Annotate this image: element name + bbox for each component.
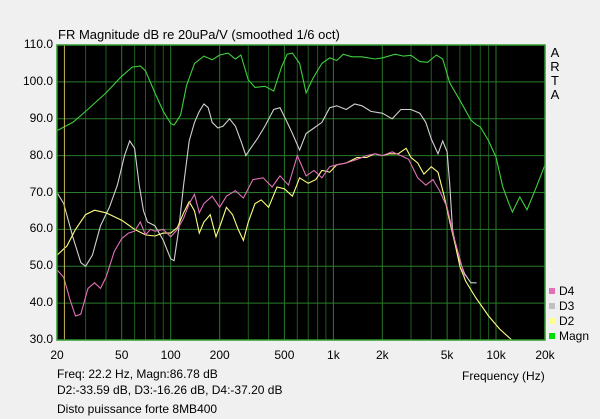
chart-title: FR Magnitude dB re 20uPa/V (smoothed 1/6… <box>58 27 340 42</box>
y-tick-label: 50.0 <box>29 258 53 273</box>
plot-frame <box>56 44 546 341</box>
cursor-readout-freq: Freq: 22.2 Hz, Magn:86.78 dB <box>57 367 218 381</box>
curves <box>56 52 546 341</box>
x-tick-label: 20 <box>50 348 64 362</box>
x-tick-label: 200 <box>209 348 230 362</box>
d3-swatch-icon <box>549 302 555 309</box>
measurement-caption: Disto puissance forte 8MB400 <box>57 402 218 416</box>
x-tick-label: 500 <box>274 348 295 362</box>
x-tick-label: 5k <box>440 348 454 362</box>
legend-item-magn[interactable]: Magn <box>549 328 589 343</box>
y-tick-label: 100.0 <box>22 73 53 88</box>
legend-item-d2[interactable]: D2 <box>549 313 589 328</box>
curve-d4 <box>56 151 466 317</box>
y-tick-label: 30.0 <box>29 332 53 346</box>
legend: D4 D3 D2 Magn <box>549 283 589 343</box>
grid <box>57 45 545 340</box>
x-tick-label: 100 <box>160 348 181 362</box>
x-tick-label: 2k <box>375 348 389 362</box>
logo-letter: R <box>550 59 560 74</box>
logo-letter: A <box>550 87 560 102</box>
arta-logo: A R T A <box>549 46 561 102</box>
cursor-readout-distortion: D2:-33.59 dB, D3:-16.26 dB, D4:-37.20 dB <box>57 383 283 397</box>
logo-letter: A <box>550 45 560 60</box>
x-tick-label: 10k <box>486 348 506 362</box>
curve-magn <box>56 52 546 214</box>
legend-item-d3[interactable]: D3 <box>549 298 589 313</box>
magn-swatch-icon <box>549 332 555 339</box>
d4-swatch-icon <box>549 287 555 294</box>
legend-label: D4 <box>559 283 575 298</box>
y-tick-label: 110.0 <box>23 37 53 51</box>
legend-item-d4[interactable]: D4 <box>549 283 589 298</box>
y-tick-label: 60.0 <box>29 221 53 236</box>
logo-letter: T <box>551 73 559 88</box>
y-tick-label: 40.0 <box>29 295 53 310</box>
legend-label: Magn <box>559 328 590 343</box>
y-tick-label: 80.0 <box>29 147 53 162</box>
x-tick-label: 20k <box>535 348 555 362</box>
x-tick-label: 1k <box>327 348 340 362</box>
y-tick-label: 90.0 <box>29 110 53 125</box>
legend-label: D2 <box>559 313 575 328</box>
legend-label: D3 <box>559 298 575 313</box>
x-axis-title: Frequency (Hz) <box>462 369 545 383</box>
x-tick-label: 50 <box>115 348 129 362</box>
y-tick-label: 70.0 <box>29 184 53 199</box>
curve-d3 <box>56 103 477 284</box>
curve-d2 <box>56 147 513 341</box>
d2-swatch-icon <box>549 317 555 324</box>
